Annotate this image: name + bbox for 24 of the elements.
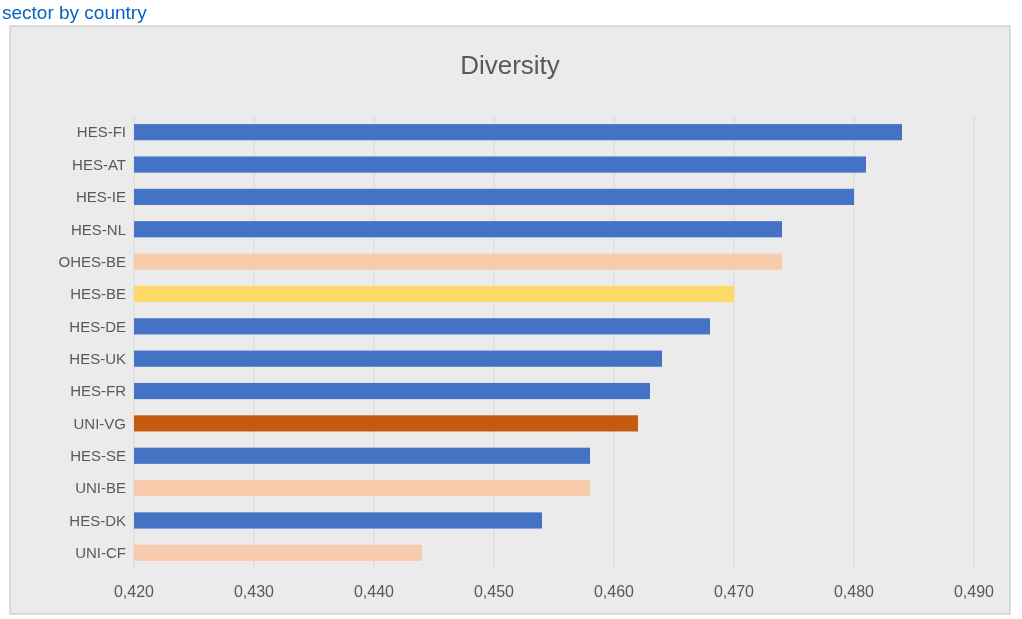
y-tick-label: UNI-CF <box>75 544 126 562</box>
y-tick-label: HES-FR <box>70 382 127 400</box>
y-tick-label: HES-BE <box>70 285 126 303</box>
y-tick-label: HES-SE <box>70 447 126 464</box>
y-tick-label: UNI-BE <box>75 479 126 497</box>
y-tick-label: HES-NL <box>70 220 126 238</box>
y-tick-label: HES-FI <box>76 123 126 141</box>
y-tick-label: HES-DK <box>69 511 126 529</box>
text: sector by country <box>2 2 148 23</box>
y-tick-label: HES-IE <box>75 188 126 206</box>
y-tick-label: UNI-VG <box>73 414 126 432</box>
x-tick-label: 0,440 <box>353 583 395 600</box>
x-tick-label: 0,450 <box>473 583 515 600</box>
y-tick-label: HES-AT <box>72 155 126 173</box>
y-tick-label: HES-DE <box>69 317 126 335</box>
y-tick-label: HES-UK <box>69 349 126 367</box>
x-tick-label: 0,420 <box>113 583 155 600</box>
x-tick-label: 0,430 <box>233 583 275 600</box>
x-tick-label: 0,490 <box>953 583 995 600</box>
y-tick-label: OHES-BE <box>58 252 126 270</box>
x-tick-label: 0,480 <box>833 583 875 600</box>
chart-title: Diversity <box>460 50 560 80</box>
x-tick-label: 0,470 <box>713 583 755 600</box>
x-tick-label: 0,460 <box>593 583 635 600</box>
